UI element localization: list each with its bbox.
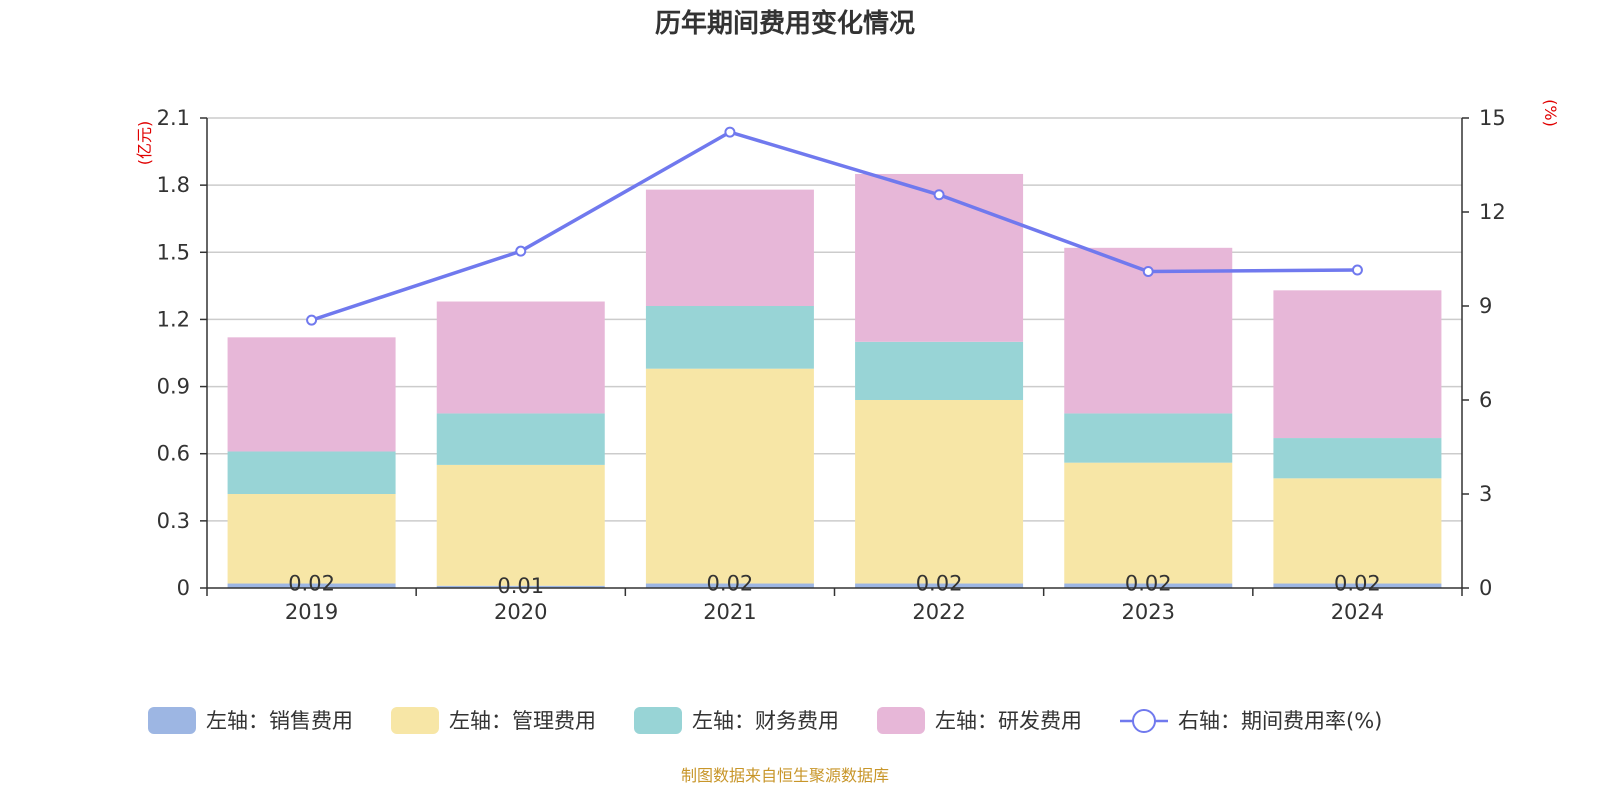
right-tick-label: 9 — [1479, 294, 1492, 318]
bar-segment — [1064, 583, 1233, 588]
bar-segment — [436, 413, 605, 465]
bar-segment — [645, 189, 814, 306]
legend-item[interactable]: 左轴：管理费用 — [391, 707, 596, 734]
rate-point — [933, 189, 945, 201]
right-axis-unit: (%) — [1541, 99, 1560, 127]
right-tick-label: 15 — [1479, 106, 1506, 130]
left-tick-label: 1.8 — [157, 173, 190, 197]
bar-data-label: 0.02 — [288, 572, 335, 596]
bar-segment — [855, 583, 1024, 588]
bar-segment — [227, 494, 396, 584]
rate-point — [306, 314, 318, 326]
left-tick-label: 0.9 — [157, 375, 190, 399]
legend-swatch — [148, 707, 196, 734]
legend-label: 左轴：销售费用 — [206, 709, 353, 733]
bar-segment — [855, 400, 1024, 584]
bar-data-label: 0.02 — [1334, 572, 1381, 596]
right-tick-label: 3 — [1479, 482, 1492, 506]
bar-segment — [645, 583, 814, 588]
legend-label: 右轴：期间费用率(%) — [1178, 709, 1382, 733]
legend: 左轴：销售费用 左轴：管理费用 左轴：财务费用 左轴：研发费用 右轴：期间费用率(%) — [148, 707, 1382, 734]
bar-segment — [1273, 438, 1442, 479]
bar-data-label: 0.02 — [707, 572, 754, 596]
bar-segment — [227, 337, 396, 452]
left-tick-label: 2.1 — [157, 106, 190, 130]
x-tick-label: 2022 — [912, 600, 965, 624]
bar-segment — [855, 173, 1024, 342]
left-tick-label: 1.5 — [157, 240, 190, 264]
legend-label: 左轴：研发费用 — [935, 709, 1082, 733]
legend-item[interactable]: 左轴：销售费用 — [148, 707, 353, 734]
bar-segment — [1064, 462, 1233, 584]
data-labels: 0.02 0.01 0.02 0.02 0.02 0.02 — [288, 572, 1381, 598]
bar-segment — [645, 368, 814, 584]
bar-segment — [436, 464, 605, 586]
right-tick-label: 0 — [1479, 576, 1492, 600]
right-tick-label: 6 — [1479, 388, 1492, 412]
rate-point — [1142, 266, 1154, 278]
bar-data-label: 0.02 — [1125, 572, 1172, 596]
legend-marker — [1132, 709, 1156, 733]
bar-data-label: 0.01 — [497, 574, 544, 598]
bar-data-label: 0.02 — [916, 572, 963, 596]
bar-segment — [227, 583, 396, 588]
source-note: 制图数据来自恒生聚源数据库 — [681, 766, 889, 785]
legend-swatch — [877, 707, 925, 734]
legend-swatch — [634, 707, 682, 734]
bar-segment — [645, 306, 814, 369]
legend-item[interactable]: 左轴：研发费用 — [877, 707, 1082, 734]
legend-swatch — [391, 707, 439, 734]
rate-point — [1351, 264, 1363, 276]
left-tick-label: 0.3 — [157, 509, 190, 533]
legend-label: 左轴：管理费用 — [449, 709, 596, 733]
right-tick-label: 12 — [1479, 200, 1506, 224]
rate-line-path — [311, 130, 1358, 322]
x-tick-label: 2020 — [494, 600, 547, 624]
legend-label: 左轴：财务费用 — [692, 709, 839, 733]
legend-item[interactable]: 左轴：财务费用 — [634, 707, 839, 734]
rate-point — [724, 126, 736, 138]
grid — [207, 117, 1462, 522]
left-tick-label: 0 — [177, 576, 190, 600]
bar-segment — [436, 301, 605, 414]
left-axis-unit: (亿元) — [135, 121, 154, 166]
bar-segment — [1273, 478, 1442, 584]
bar-segment — [227, 451, 396, 494]
bar-segment — [855, 341, 1024, 400]
x-tick-label: 2021 — [703, 600, 756, 624]
legend-item[interactable]: 右轴：期间费用率(%) — [1120, 709, 1382, 733]
left-tick-label: 0.6 — [157, 442, 190, 466]
axes: 0 0.3 0.6 0.9 1.2 1.5 1.8 2.1 0 3 6 9 12 15 2019 2020 20… — [157, 106, 1506, 624]
bar-segment — [436, 585, 605, 588]
x-tick-label: 2023 — [1122, 600, 1175, 624]
rate-line — [306, 126, 1363, 326]
rate-point — [515, 245, 527, 257]
left-tick-label: 1.2 — [157, 307, 190, 331]
chart-title: 历年期间费用变化情况 — [655, 8, 915, 39]
bars — [227, 173, 1442, 588]
bar-segment — [1064, 413, 1233, 463]
bar-segment — [1273, 290, 1442, 439]
x-tick-label: 2019 — [285, 600, 338, 624]
x-tick-label: 2024 — [1331, 600, 1384, 624]
bar-segment — [1273, 583, 1442, 588]
